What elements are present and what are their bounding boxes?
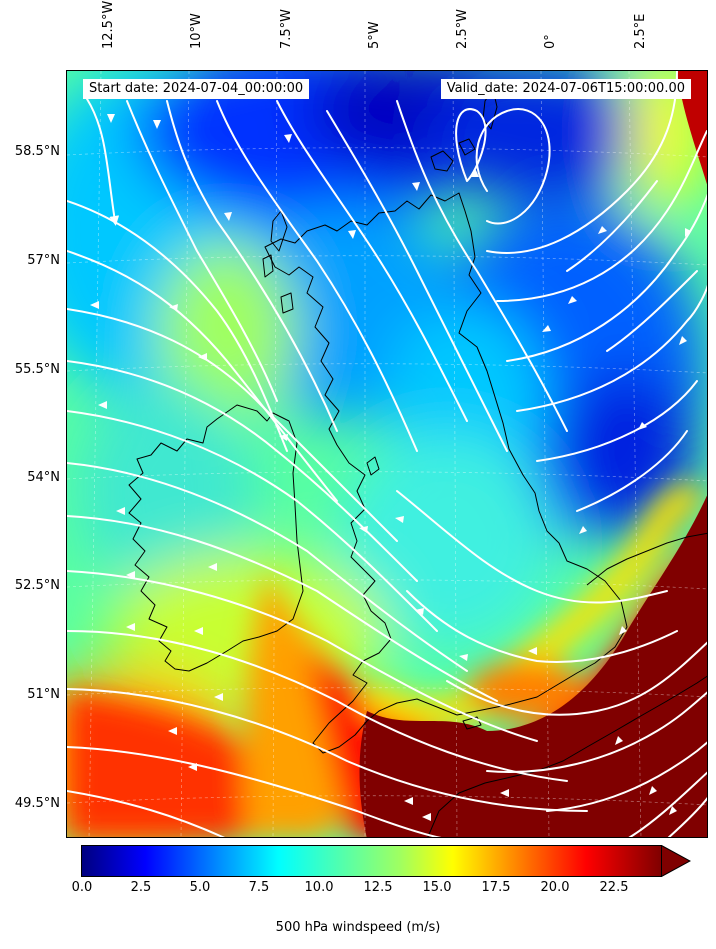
colorbar-label: 500 hPa windspeed (m/s) — [275, 920, 441, 935]
lon-tick-2-5w: 2.5°W — [446, 0, 470, 64]
colorbar-tick: 10.0 — [304, 880, 334, 895]
lon-label: 2.5°W — [455, 8, 470, 49]
streamline — [455, 108, 487, 182]
lon-label: 12.5°W — [101, 0, 116, 49]
lon-tick-5w: 5°W — [358, 0, 382, 64]
lon-label: 0° — [543, 34, 558, 49]
streamline — [566, 180, 658, 272]
coastlines — [128, 88, 707, 837]
streamline — [486, 691, 707, 773]
colorbar-gradient — [81, 845, 662, 877]
streamline — [67, 360, 418, 582]
streamline — [166, 100, 338, 432]
colorbar-tick: 12.5 — [363, 880, 393, 895]
lon-label: 5°W — [367, 21, 382, 49]
streamline — [126, 100, 278, 402]
lat-tick-52-5n: 52.5°N — [14, 578, 60, 593]
lat-tick-57n: 57°N — [27, 253, 60, 268]
streamline — [486, 71, 678, 254]
colorbar-tick: 22.5 — [599, 880, 629, 895]
france-coast — [427, 675, 707, 837]
streamline — [67, 515, 498, 702]
streamline — [536, 380, 698, 462]
lon-tick-10w: 10°W — [180, 0, 204, 64]
streamline-arrows — [90, 114, 691, 821]
lat-tick-58-5n: 58.5°N — [14, 144, 60, 159]
colorbar-tick: 7.5 — [248, 880, 270, 895]
britain-coast — [264, 192, 628, 754]
lat-tick-49-5n: 49.5°N — [14, 796, 60, 811]
lon-tick-7-5w: 7.5°W — [270, 0, 294, 64]
streamline — [396, 490, 668, 604]
streamline — [67, 462, 468, 672]
wind-map-canvas — [67, 71, 707, 837]
streamline — [67, 630, 568, 782]
streamline — [396, 100, 568, 432]
streamlines — [67, 71, 707, 837]
colorbar-tick: 20.0 — [540, 880, 570, 895]
streamline — [506, 193, 707, 362]
streamline — [67, 790, 225, 837]
streamline — [67, 200, 288, 452]
colorbar-tick: 2.5 — [130, 880, 152, 895]
streamline — [67, 410, 438, 632]
lon-label: 2.5°E — [633, 13, 648, 49]
streamline — [606, 270, 698, 352]
lon-tick-12-5w: 12.5°W — [92, 0, 116, 64]
valid-date-label: Valid_date: 2024-07-06T15:00:00.00 — [440, 79, 691, 99]
streamline — [86, 98, 120, 226]
colorbar-extend-arrow — [661, 845, 691, 877]
streamline — [546, 741, 707, 812]
streamline — [516, 284, 707, 412]
graticule — [67, 71, 707, 837]
lon-label: 7.5°W — [279, 8, 294, 49]
streamline — [67, 746, 442, 837]
lat-tick-51n: 51°N — [27, 687, 60, 702]
colorbar — [81, 845, 691, 877]
streamline — [628, 771, 707, 837]
colorbar-tick: 5.0 — [189, 880, 211, 895]
colorbar-tick: 0.0 — [71, 880, 93, 895]
orkney — [430, 138, 476, 172]
streamline — [326, 110, 508, 452]
streamline — [67, 250, 338, 502]
streamline — [216, 100, 418, 452]
start-date-label: Start date: 2024-07-04_00:00:00 — [83, 79, 310, 99]
streamline — [446, 641, 707, 716]
streamline — [67, 308, 398, 542]
netherlands-coast — [586, 532, 707, 586]
streamline — [667, 796, 707, 837]
lon-tick-0: 0° — [534, 0, 558, 64]
streamline — [406, 590, 678, 663]
lon-label: 10°W — [189, 13, 204, 49]
lat-tick-54n: 54°N — [27, 470, 60, 485]
streamline — [276, 100, 468, 422]
colorbar-tick: 15.0 — [422, 880, 452, 895]
lat-tick-55-5n: 55.5°N — [14, 362, 60, 377]
streamline — [576, 430, 688, 512]
wind-map: Start date: 2024-07-04_00:00:00 Valid_da… — [66, 70, 708, 838]
streamline — [475, 108, 551, 225]
colorbar-tick: 17.5 — [481, 880, 511, 895]
streamline — [67, 570, 538, 742]
hebrides — [262, 210, 294, 314]
windspeed-field — [67, 71, 707, 837]
ireland-coast — [128, 404, 304, 672]
lon-tick-2-5e: 2.5°E — [624, 0, 648, 64]
streamline — [67, 688, 588, 812]
isle-of-man — [366, 456, 380, 476]
streamline — [496, 130, 707, 302]
